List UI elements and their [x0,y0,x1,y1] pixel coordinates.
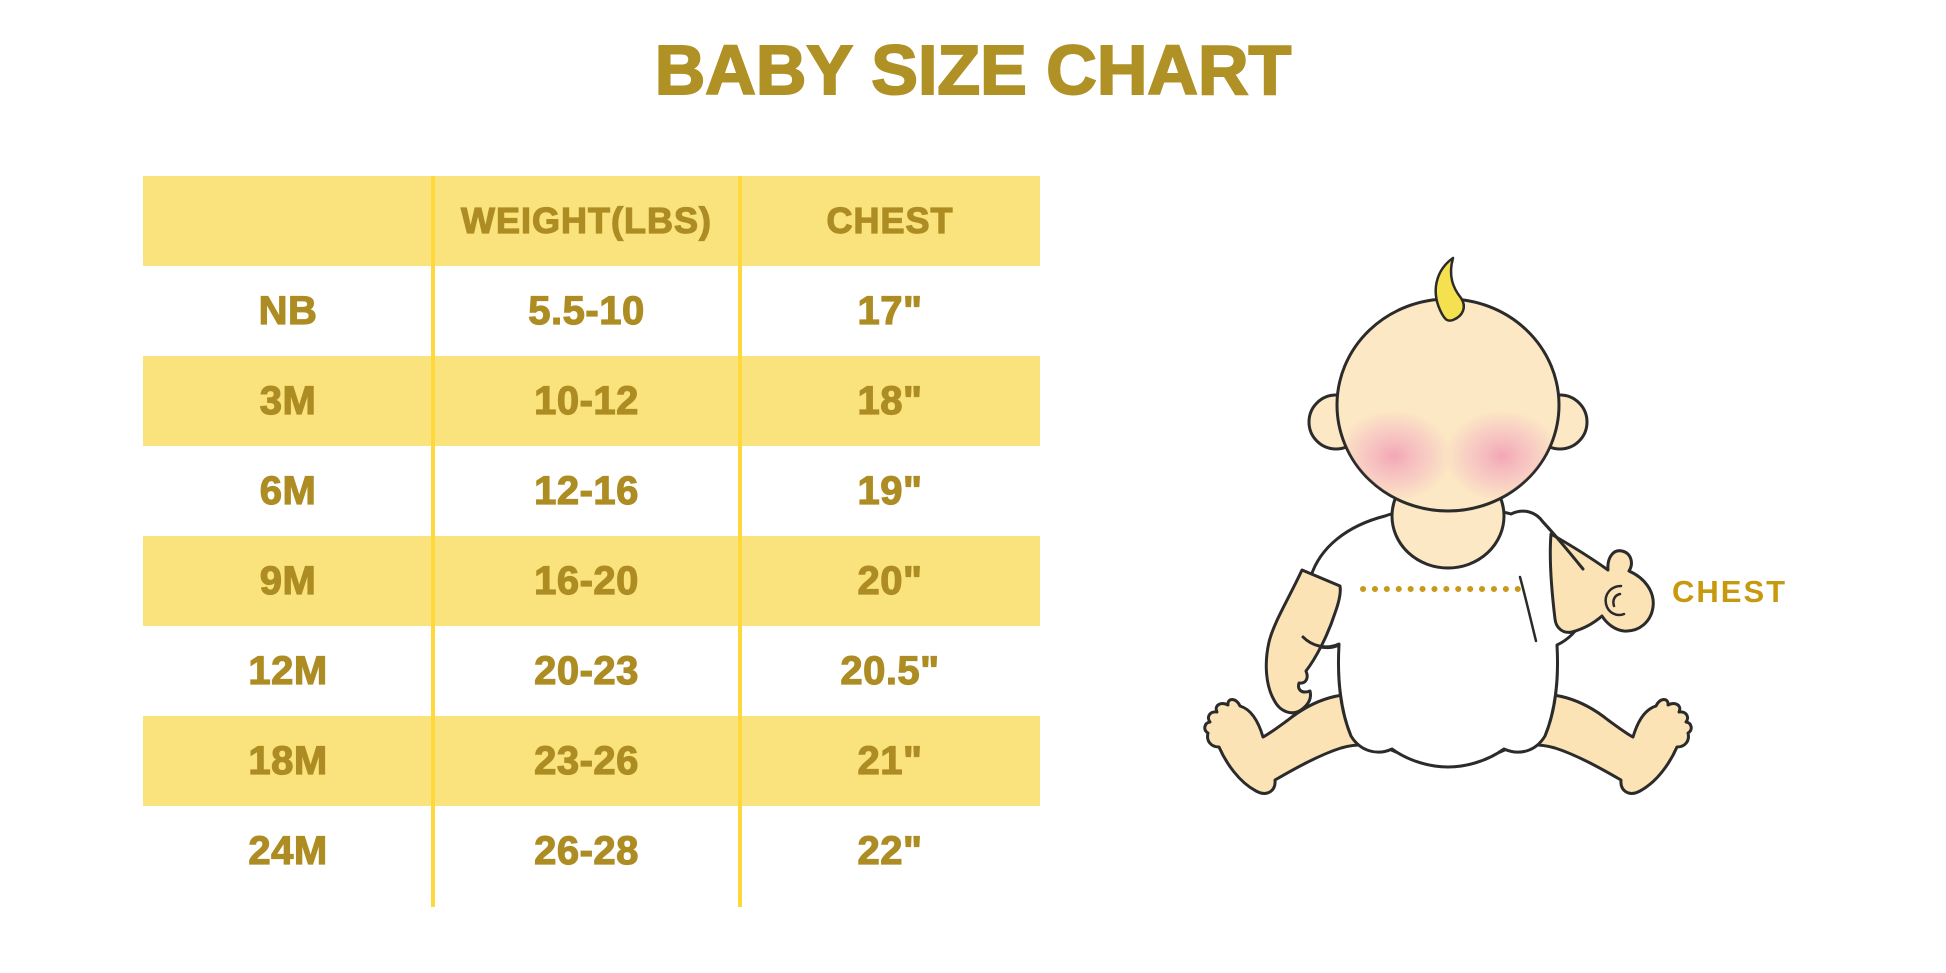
baby-illustration: CHEST [1170,250,1870,820]
chest-cell: 21" [857,738,923,783]
chest-cell: 17" [857,288,923,333]
weight-cell: 26-28 [533,828,639,873]
size-cell: 12M [248,648,328,693]
weight-cell: 20-23 [533,648,639,693]
table-row: 9M 16-20 20" [143,536,1040,626]
header-chest: CHEST [826,199,954,241]
table-row: 24M 26-28 22" [143,806,1040,896]
size-cell: NB [258,288,318,333]
size-cell: 24M [248,828,328,873]
weight-cell: 12-16 [533,468,639,513]
chest-cell: 20.5" [840,648,940,693]
chest-cell: 18" [857,378,923,423]
chest-label: CHEST [1672,574,1787,609]
table-header-row: WEIGHT(LBS) CHEST [143,176,1040,266]
size-table: WEIGHT(LBS) CHEST NB 5.5-10 17" 3M 10-12… [143,176,1040,907]
weight-cell: 10-12 [533,378,639,423]
size-cell: 3M [259,378,317,423]
weight-cell: 16-20 [533,558,639,603]
baby-left-arm [1264,568,1342,715]
armpit-crease [1518,575,1538,643]
baby-blush-left [1338,410,1452,502]
baby-blush-right [1444,410,1558,502]
page-title: BABY SIZE CHART [654,30,1293,110]
chest-cell: 22" [857,828,923,873]
header-size [143,176,433,266]
baby-illustration-svg: CHEST [1203,256,1787,795]
sleeve-cuff-line [1541,520,1585,571]
chest-cell: 20" [857,558,923,603]
column-divider [738,176,742,907]
table-row: 3M 10-12 18" [143,356,1040,446]
table-row: 12M 20-23 20.5" [143,626,1040,716]
fist-knuckle-lines [1604,584,1626,617]
column-divider [431,176,435,907]
header-weight: WEIGHT(LBS) [460,199,712,241]
size-cell: 18M [248,738,328,783]
size-cell: 6M [259,468,317,513]
table-row: 6M 12-16 19" [143,446,1040,536]
baby-hair-tuft [1434,256,1465,322]
weight-cell: 5.5-10 [528,288,645,333]
chest-cell: 19" [857,468,923,513]
weight-cell: 23-26 [533,738,639,783]
table-row: 18M 23-26 21" [143,716,1040,806]
table-row: NB 5.5-10 17" [143,266,1040,356]
size-cell: 9M [259,558,317,603]
sleeve-cuff-line [1301,635,1341,649]
